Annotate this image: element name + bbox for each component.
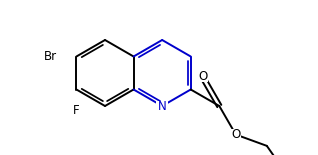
- Text: F: F: [73, 104, 80, 117]
- Bar: [156, 100, 168, 111]
- Text: O: O: [231, 128, 240, 141]
- Bar: [72, 105, 81, 116]
- Bar: [42, 51, 60, 62]
- Text: N: N: [158, 100, 167, 113]
- Text: Br: Br: [44, 50, 57, 63]
- Bar: [231, 129, 241, 140]
- Bar: [198, 71, 208, 82]
- Text: O: O: [198, 70, 207, 83]
